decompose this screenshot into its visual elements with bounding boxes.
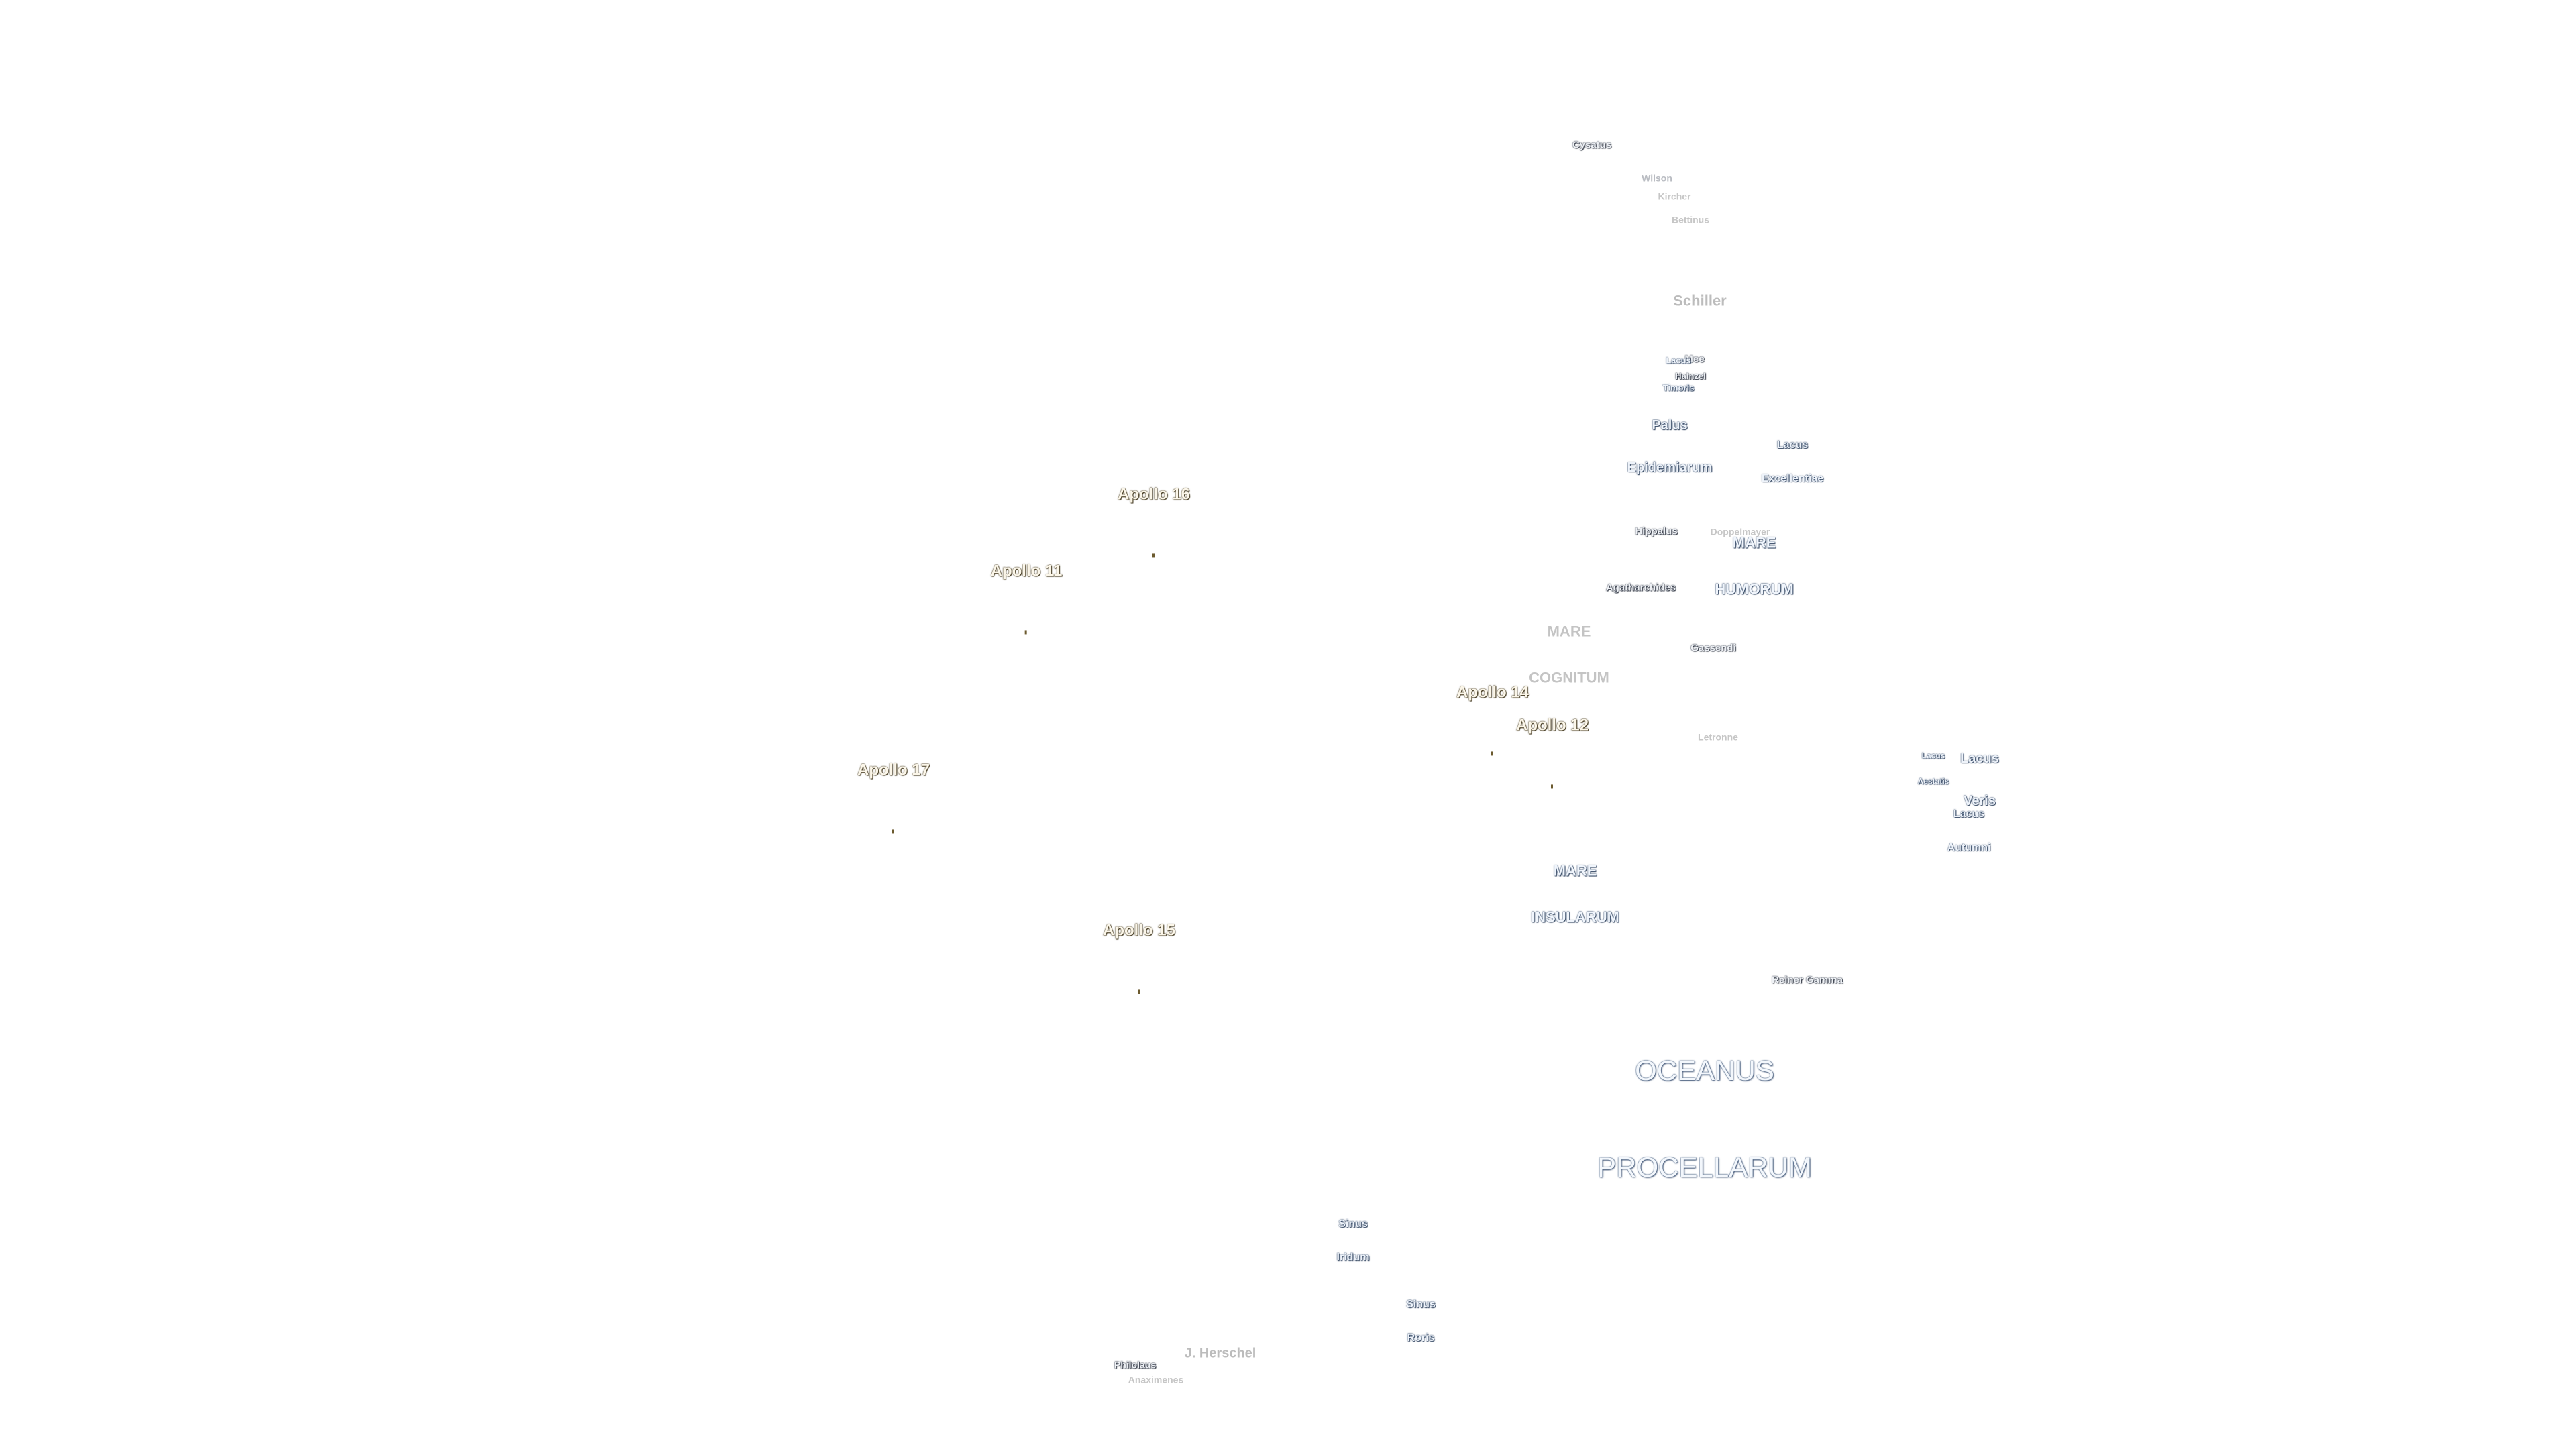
crater-label-doppelmayer[interactable]: Doppelmayer	[1710, 526, 1770, 537]
crater-label-philolaus[interactable]: Philolaus	[1114, 1359, 1157, 1371]
crater-label-bettinus[interactable]: Bettinus	[1672, 214, 1709, 225]
apollo-site-apollo-12[interactable]: Apollo 12	[1516, 683, 1589, 789]
crater-label-cysatus[interactable]: Cysatus	[1572, 139, 1612, 151]
crater-label-letronne[interactable]: Letronne	[1698, 731, 1738, 743]
crater-label-mee[interactable]: Mee	[1684, 353, 1705, 365]
lake-label-lacus-aestatis[interactable]: Lacus Aestatis	[1917, 751, 1949, 786]
mare-label-insularum[interactable]: MARE INSULARUM	[1531, 862, 1619, 926]
landing-pin-icon	[1025, 630, 1027, 635]
apollo-site-apollo-16[interactable]: Apollo 16	[1118, 452, 1190, 558]
crater-label-hainzel[interactable]: Hainzel	[1675, 371, 1706, 382]
landing-pin-icon	[1137, 989, 1140, 994]
crater-label-hippalus[interactable]: Hippalus	[1635, 525, 1678, 537]
crater-label-j-herschel[interactable]: J. Herschel	[1184, 1346, 1256, 1361]
mare-label-cognitum[interactable]: MARE COGNITUM	[1529, 623, 1609, 687]
mare-label-humorum[interactable]: MARE HUMORUM	[1715, 534, 1794, 598]
lake-label-lacus-timoris[interactable]: Lacus Timoris	[1662, 355, 1695, 393]
landing-pin-icon	[1550, 784, 1553, 789]
crater-label-kircher[interactable]: Kircher	[1658, 191, 1691, 202]
feature-label-reiner-gamma[interactable]: Reiner Gamma	[1772, 974, 1843, 986]
crater-label-gassendi[interactable]: Gassendi	[1690, 642, 1736, 654]
bay-label-sinus-iridum[interactable]: Sinus Iridum	[1336, 1218, 1370, 1263]
apollo-site-apollo-11[interactable]: Apollo 11	[991, 529, 1062, 635]
apollo-site-apollo-15[interactable]: Apollo 15	[1103, 888, 1175, 994]
landing-pin-icon	[892, 829, 894, 834]
lake-label-lacus-veris[interactable]: Lacus Veris	[1960, 751, 1999, 808]
apollo-site-apollo-14[interactable]: Apollo 14	[1456, 650, 1529, 756]
crater-label-wilson[interactable]: Wilson	[1642, 172, 1672, 184]
crater-label-agatharchides[interactable]: Agatharchides	[1605, 582, 1676, 594]
crater-label-schiller[interactable]: Schiller	[1673, 292, 1727, 309]
landing-pin-icon	[1491, 751, 1493, 756]
lake-label-lacus-autumni[interactable]: Lacus Autumni	[1947, 808, 1991, 853]
lake-label-lacus-excellentiae[interactable]: Lacus Excellentiae	[1761, 439, 1824, 484]
lake-label-palus-epidemiarum[interactable]: Palus Epidemiarum	[1627, 418, 1713, 475]
crater-label-anaximenes[interactable]: Anaximenes	[1128, 1374, 1184, 1385]
apollo-site-apollo-17[interactable]: Apollo 17	[857, 728, 930, 834]
landing-pin-icon	[1152, 553, 1155, 558]
bay-label-sinus-roris[interactable]: Sinus Roris	[1406, 1298, 1436, 1344]
ocean-label-procellarum[interactable]: OCEANUS PROCELLARUM	[1597, 1054, 1812, 1183]
